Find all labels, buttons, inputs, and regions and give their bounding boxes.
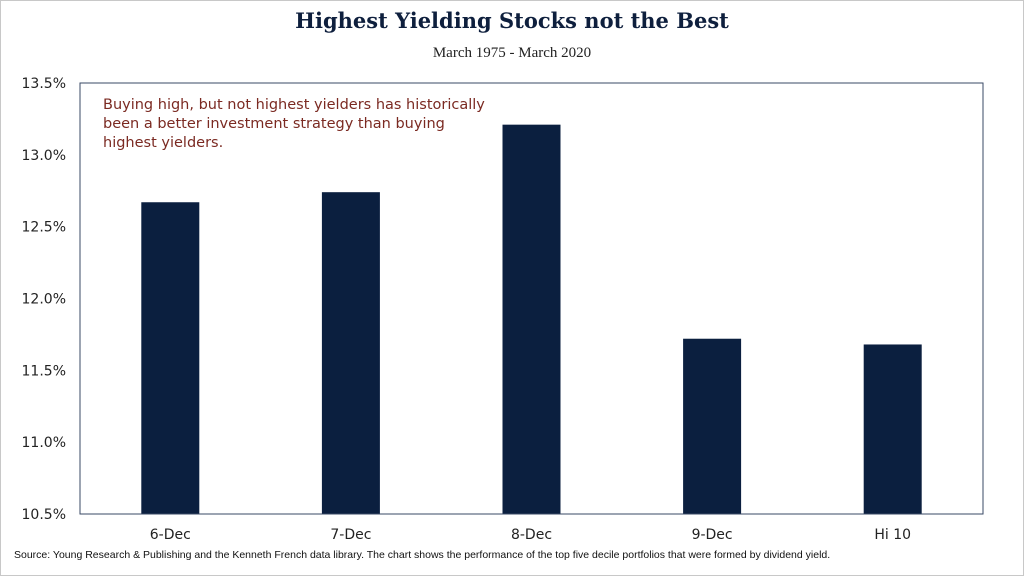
- chart-title: Highest Yielding Stocks not the Best: [295, 8, 729, 33]
- bars: [141, 124, 922, 515]
- x-tick-label: 7-Dec: [330, 527, 371, 543]
- source-note: Source: Young Research & Publishing and …: [14, 549, 831, 561]
- x-axis-labels: 6-Dec 7-Dec 8-Dec 9-Dec Hi 10: [150, 527, 911, 543]
- chart-annotation: Buying high, but not highest yielders ha…: [103, 97, 485, 151]
- bar: [502, 124, 561, 514]
- bar: [141, 202, 200, 514]
- bar: [683, 338, 742, 514]
- y-tick-label: 13.0%: [22, 148, 66, 164]
- y-tick-label: 11.5%: [22, 363, 66, 379]
- y-tick-label: 10.5%: [22, 507, 66, 523]
- x-tick-label: 8-Dec: [511, 527, 552, 543]
- x-tick-label: 6-Dec: [150, 527, 191, 543]
- bar: [321, 192, 380, 515]
- plot-area-border: [79, 82, 984, 515]
- x-tick-label: Hi 10: [874, 527, 911, 543]
- y-tick-label: 11.0%: [22, 435, 66, 451]
- x-tick-label: 9-Dec: [692, 527, 733, 543]
- y-tick-label: 12.0%: [22, 292, 66, 308]
- y-tick-label: 12.5%: [22, 220, 66, 236]
- y-axis-ticks: 10.5% 11.0% 11.5% 12.0% 12.5% 13.0% 13.5%: [22, 76, 66, 523]
- chart-subtitle: March 1975 - March 2020: [432, 45, 592, 61]
- bar: [863, 344, 922, 514]
- y-tick-label: 13.5%: [22, 76, 66, 92]
